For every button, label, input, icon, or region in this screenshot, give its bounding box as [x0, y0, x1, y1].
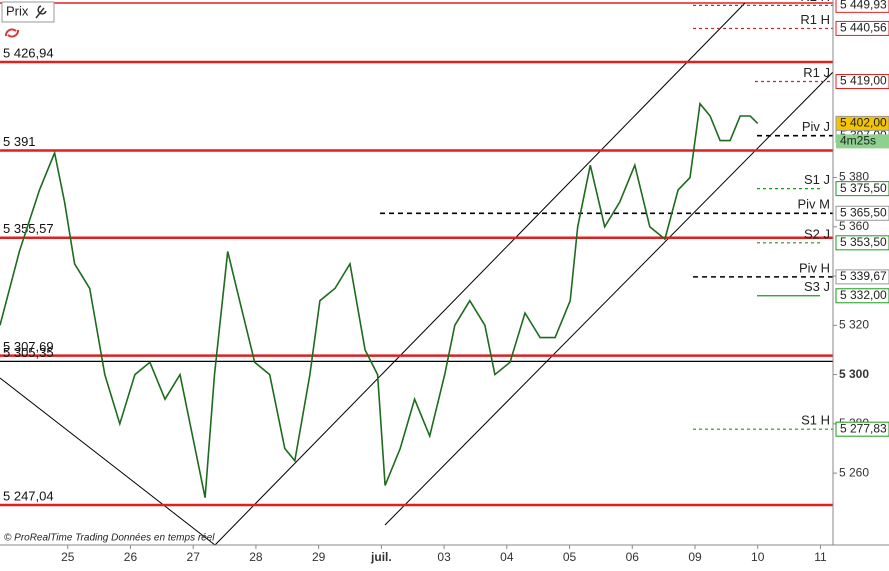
- pivot-price-box: [835, 288, 889, 304]
- pivot-price-label: 5 332,00: [840, 288, 887, 302]
- pivot-price-label: 5 277,83: [840, 421, 887, 435]
- pivot-price-box: [835, 269, 889, 285]
- channel-lower: [384, 71, 834, 526]
- pivot-price-label: 5 339,67: [840, 269, 887, 283]
- pivot-price-label: 5 375,50: [840, 181, 887, 195]
- x-tick-label: 28: [249, 550, 263, 564]
- pivot-name: Piv H: [799, 260, 830, 275]
- level-label: 5 247,04: [3, 488, 54, 503]
- pivot-price-label: 5 365,50: [840, 205, 887, 219]
- x-tick-label: 11: [814, 550, 827, 564]
- countdown: 4m25s: [840, 134, 876, 148]
- x-tick-label: 26: [124, 550, 138, 564]
- pivot-name: Piv M: [798, 197, 831, 212]
- trend-line: [0, 377, 216, 546]
- level-label: 5 426,94: [3, 45, 54, 60]
- x-tick-label: 10: [751, 550, 765, 564]
- pivot-price-label: 5 353,50: [840, 235, 887, 249]
- pivot-price-box: [835, 20, 889, 36]
- x-tick-label: 05: [563, 550, 577, 564]
- pivot-name: R1 J: [803, 65, 830, 80]
- x-tick-label: 06: [626, 550, 640, 564]
- pivot-price-box: [835, 0, 889, 13]
- y-tick-label: 5 360: [839, 219, 869, 233]
- pivot-name: Piv J: [802, 119, 830, 134]
- pivot-name: S3 J: [804, 279, 830, 294]
- x-tick-label: 29: [312, 550, 326, 564]
- pivot-name: S1 J: [804, 172, 830, 187]
- x-tick-label: 27: [187, 550, 201, 564]
- x-tick-label: juil.: [370, 550, 392, 564]
- level-label: 5 307,69: [3, 339, 54, 354]
- pivot-price-box: [835, 181, 889, 197]
- x-tick-label: 04: [500, 550, 514, 564]
- x-tick-label: 09: [688, 550, 702, 564]
- pivot-price-box: [835, 74, 889, 90]
- level-label: 5 391: [3, 134, 36, 149]
- last-price-box: [835, 115, 889, 131]
- channel-upper: [214, 2, 746, 546]
- y-tick-label: 5 380: [839, 170, 869, 184]
- plot-area: [0, 0, 833, 545]
- footer: © ProRealTime Trading Données en temps r…: [4, 533, 215, 544]
- x-tick-label: 03: [437, 550, 451, 564]
- y-tick-label: 5 260: [839, 465, 869, 479]
- pivot-name: S1 H: [801, 413, 830, 428]
- y-tick-label: 5 320: [839, 317, 869, 331]
- pivot-price-label: 5 449,93: [840, 0, 887, 12]
- refresh-icon[interactable]: [5, 28, 19, 38]
- pivot-price-box: [835, 205, 889, 221]
- y-tick-label: 5 300: [839, 367, 869, 381]
- pivot-price-box: [835, 235, 889, 251]
- title-box[interactable]: [1, 1, 55, 23]
- pivot-name: R1 H: [800, 12, 830, 27]
- pivot-price-label: 5 419,00: [840, 74, 887, 88]
- countdown-box: [836, 134, 889, 149]
- price-line: [0, 101, 759, 498]
- last-price-label: 5 402,00: [840, 116, 887, 130]
- settings-icon[interactable]: [35, 5, 47, 19]
- level-label: 5 305,35: [3, 345, 54, 360]
- pivot-price-label: 5 440,56: [840, 21, 887, 35]
- level-label: 5 355,57: [3, 221, 54, 236]
- x-tick-label: 25: [61, 550, 75, 564]
- chart-title: Prix: [6, 3, 29, 18]
- pivot-price-box: [835, 421, 889, 437]
- pivot-name: S2 J: [804, 226, 830, 241]
- pivot-name: R2 H: [800, 0, 830, 4]
